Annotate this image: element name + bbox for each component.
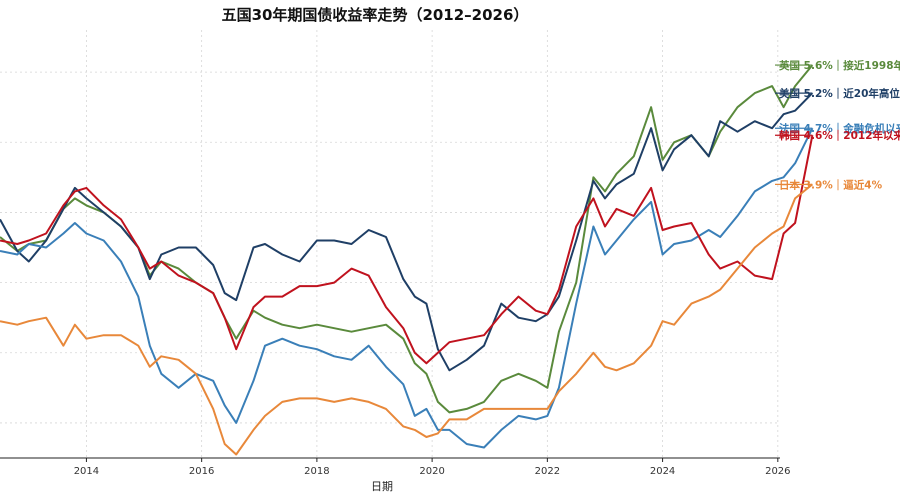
end-label-3: 韩国 4.6%｜2012年以来 <box>779 129 900 142</box>
end-label-4: 日本 3.9%｜逼近4% <box>779 178 883 191</box>
series-lines <box>0 64 814 456</box>
end-label-0: 英国 5.6%｜接近1998年 <box>778 59 900 72</box>
series-line-0 <box>0 64 814 414</box>
grid <box>0 30 780 458</box>
x-axis-title: 日期 <box>371 480 393 493</box>
series-line-3 <box>0 135 814 365</box>
x-axis: 2014 2016 2018 2020 2022 2024 2026 <box>0 457 791 477</box>
chart-title: 五国30年期国债收益率走势（2012–2026） <box>222 6 529 24</box>
end-label-1: 美国 5.2%｜近20年高位 <box>779 87 900 100</box>
x-tick-label: 2022 <box>535 466 560 477</box>
x-tick-label: 2020 <box>419 466 444 477</box>
x-tick-label: 2014 <box>74 466 99 477</box>
series-line-4 <box>0 183 814 456</box>
x-tick-label: 2024 <box>650 466 675 477</box>
series-line-1 <box>0 92 814 372</box>
x-tick-label: 2016 <box>189 466 214 477</box>
series-line-2 <box>0 127 814 449</box>
end-label-2: 法国 4.7%｜金融危机以来 <box>779 122 900 135</box>
x-tick-label: 2026 <box>765 466 790 477</box>
x-tick-label: 2018 <box>304 466 329 477</box>
